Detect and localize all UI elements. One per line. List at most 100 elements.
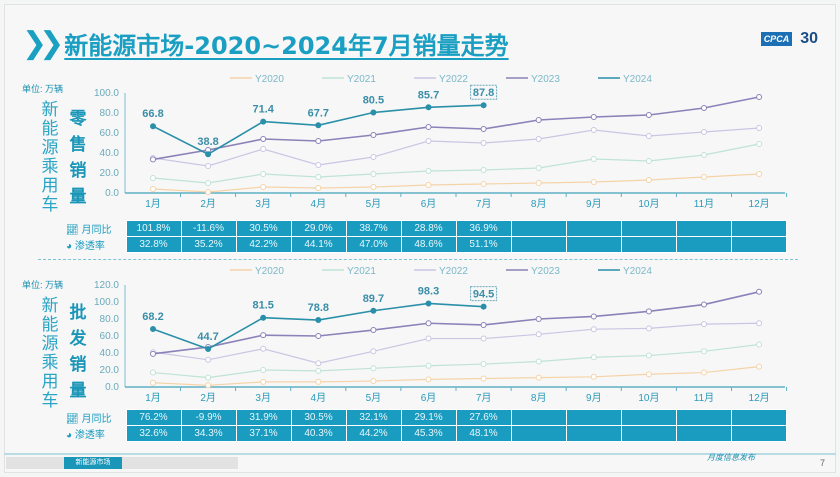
data-point	[370, 109, 377, 116]
data-point	[370, 378, 377, 385]
data-point	[535, 136, 542, 142]
table-cell	[565, 409, 622, 426]
x-tick-label: 3月	[255, 392, 271, 404]
data-point	[756, 341, 763, 348]
x-tick-label: 6月	[421, 392, 437, 404]
row-label: 📈︎ 月同比	[66, 410, 126, 426]
x-tick-label: 8月	[531, 198, 547, 210]
legend-label: Y2022	[439, 266, 468, 277]
y-tick-label: 20.0	[100, 365, 120, 376]
data-point	[425, 124, 432, 130]
unit-label: 单位: 万辆	[22, 280, 64, 290]
data-point	[370, 171, 377, 177]
table-cell: 45.3%	[400, 425, 457, 442]
table-cell: 42.2%	[235, 236, 292, 253]
x-tick-label: 12月	[749, 392, 770, 404]
y-tick-label: 80.0	[100, 108, 120, 119]
y-tick-label: 100.0	[94, 297, 119, 308]
table-cell: 48.1%	[455, 425, 512, 442]
table-cell: 47.0%	[345, 236, 402, 253]
data-point	[315, 122, 322, 129]
footer-tab[interactable]	[180, 457, 238, 469]
table-cell	[510, 409, 567, 426]
table-cell: 32.8%	[125, 236, 182, 253]
data-point	[645, 133, 652, 139]
data-point	[701, 129, 707, 135]
data-point	[480, 167, 487, 173]
table-row: ◕ 渗透率 32.8% 35.2% 42.2% 44.1% 47.0% 48.6% 51.1%	[66, 236, 787, 253]
data-point	[150, 379, 156, 386]
table-cell	[730, 425, 787, 442]
table-row: 📈︎ 月同比 101.8% -11.6% 30.5% 29.0% 38.7% 28.8% 36…	[66, 220, 787, 237]
data-point	[425, 182, 432, 188]
table-cell: 32.1%	[345, 409, 402, 426]
data-label: 81.5	[252, 300, 273, 312]
x-tick-label: 4月	[311, 198, 327, 210]
cpca-logo: CPCA 30	[760, 30, 818, 48]
line-chart-icon: 📈︎	[66, 225, 79, 236]
table-cell: 28.8%	[400, 220, 457, 237]
data-point	[260, 345, 267, 352]
logo-cpca: CPCA	[760, 32, 793, 46]
row-label: ◕ 渗透率	[66, 426, 126, 442]
table-cell	[675, 220, 732, 237]
table-row: ◕ 渗透率 32.6% 34.3% 37.1% 40.3% 44.2% 45.3% 48.1%	[66, 425, 787, 442]
data-point	[205, 356, 212, 363]
data-point	[756, 171, 763, 177]
data-point	[590, 114, 597, 120]
data-point	[590, 354, 597, 361]
table-cell: 44.2%	[345, 425, 402, 442]
data-point	[425, 168, 432, 174]
chart-label: 批发销量	[69, 303, 87, 400]
data-point	[590, 326, 597, 333]
data-point	[480, 140, 487, 146]
footer-line	[4, 453, 836, 455]
table-cell	[510, 425, 567, 442]
data-label: 85.7	[418, 89, 439, 101]
row-label: 📈︎ 月同比	[66, 221, 126, 237]
table-cell: 30.5%	[290, 409, 347, 426]
legend-label: Y2021	[347, 74, 376, 85]
data-point	[150, 186, 156, 192]
data-point	[260, 378, 267, 385]
data-point	[205, 346, 212, 353]
data-point	[425, 320, 432, 327]
table-cell: 51.1%	[455, 236, 512, 253]
x-tick-label: 3月	[255, 198, 271, 210]
data-point	[315, 174, 322, 180]
data-point	[701, 301, 707, 308]
footer-tab[interactable]: 新能源市场	[64, 457, 122, 469]
data-point	[645, 371, 652, 378]
data-point	[205, 382, 212, 389]
series-line-Y2022	[152, 322, 760, 364]
data-label: 80.5	[363, 95, 384, 107]
line-chart-icon: 📈︎	[66, 414, 79, 425]
series-line-Y2021	[152, 143, 760, 184]
row-label-text: 渗透率	[74, 430, 105, 441]
data-point	[590, 156, 597, 162]
data-point	[150, 123, 156, 130]
data-point	[315, 138, 322, 144]
x-tick-label: 1月	[145, 198, 161, 210]
table-cell	[620, 220, 677, 237]
data-point	[260, 136, 267, 142]
x-tick-label: 8月	[531, 392, 547, 404]
table-row: 📈︎ 月同比 76.2% -9.9% 31.9% 30.5% 32.1% 29.1% 27.6…	[66, 409, 787, 426]
table-cell	[510, 220, 567, 237]
footer-tab[interactable]	[122, 457, 180, 469]
data-point	[370, 307, 377, 314]
x-tick-label: 5月	[366, 392, 382, 404]
data-point	[260, 118, 267, 125]
publish-label: 月度信息发布	[707, 453, 755, 462]
footer-tab[interactable]	[6, 457, 64, 469]
data-point	[315, 317, 322, 324]
legend-label: Y2021	[347, 266, 376, 277]
data-point	[701, 105, 707, 111]
unit-label: 单位: 万辆	[22, 84, 64, 94]
legend-label: Y2023	[531, 266, 560, 277]
data-point	[425, 362, 432, 369]
y-tick-label: 20.0	[100, 168, 120, 179]
data-point	[645, 308, 652, 315]
data-point	[480, 126, 487, 132]
